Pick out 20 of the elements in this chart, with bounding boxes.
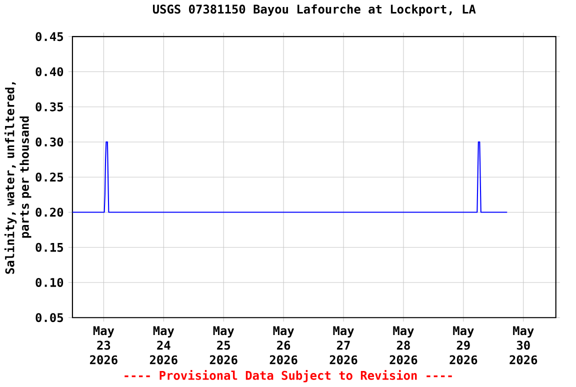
y-tick-label: 0.40 bbox=[36, 67, 64, 76]
y-axis-title: Salinity, water, unfiltered, parts per thousand bbox=[4, 82, 32, 274]
y-tick-label: 0.20 bbox=[36, 208, 64, 217]
y-tick-label: 0.15 bbox=[36, 243, 63, 252]
x-tick-label: May 29 2026 bbox=[450, 326, 478, 365]
y-tick-label: 0.35 bbox=[36, 102, 63, 112]
x-tick-label: May 26 2026 bbox=[270, 326, 298, 365]
x-tick-label: May 27 2026 bbox=[330, 326, 358, 365]
chart-title: USGS 07381150 Bayou Lafourche at Lockport, LA bbox=[152, 4, 476, 16]
x-tick-label: May 25 2026 bbox=[210, 326, 238, 365]
y-tick-label: 0.25 bbox=[36, 172, 63, 182]
text: ---- Provisional Data Subject to Revision ---- bbox=[124, 370, 452, 382]
x-tick-label: May 24 2026 bbox=[150, 326, 178, 365]
y-tick-label: 0.45 bbox=[36, 32, 63, 42]
x-tick-label: May 23 2026 bbox=[90, 326, 118, 365]
y-tick-label: 0.30 bbox=[36, 138, 64, 147]
x-tick-label: May 28 2026 bbox=[390, 326, 418, 365]
y-tick-label: 0.10 bbox=[36, 278, 64, 288]
y-tick-label: 0.05 bbox=[36, 313, 63, 322]
x-tick-label: May 30 2026 bbox=[510, 326, 538, 365]
